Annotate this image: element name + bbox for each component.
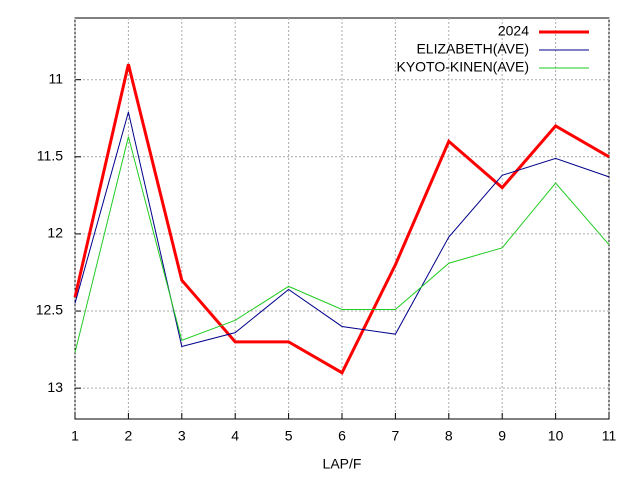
x-tick-label: 7 [392,428,400,444]
series-line [74,111,610,348]
x-tick-label: 4 [231,428,239,444]
legend-label: 2024 [498,23,529,39]
x-tick-label: 9 [498,428,506,444]
legend-label: ELIZABETH(AVE) [416,41,529,57]
x-axis-label: LAP/F [323,456,362,472]
y-tick-label: 13 [47,379,63,395]
legend-label: KYOTO-KINEN(AVE) [396,59,529,75]
x-tick-label: 6 [338,428,346,444]
y-tick-label: 12.5 [36,302,63,318]
x-tick-label: 5 [285,428,293,444]
x-tick-label: 8 [445,428,453,444]
y-tick-label: 11.5 [37,148,63,164]
y-tick-label: 12 [47,225,63,241]
x-tick-label: 10 [548,428,564,444]
series-line [73,63,610,375]
x-tick-label: 3 [178,428,186,444]
x-tick-label: 2 [125,428,133,444]
y-tick-label: 11 [48,70,63,86]
x-tick-label: 1 [71,428,79,444]
series-line [74,136,610,353]
x-tick-label: 11 [602,428,617,444]
